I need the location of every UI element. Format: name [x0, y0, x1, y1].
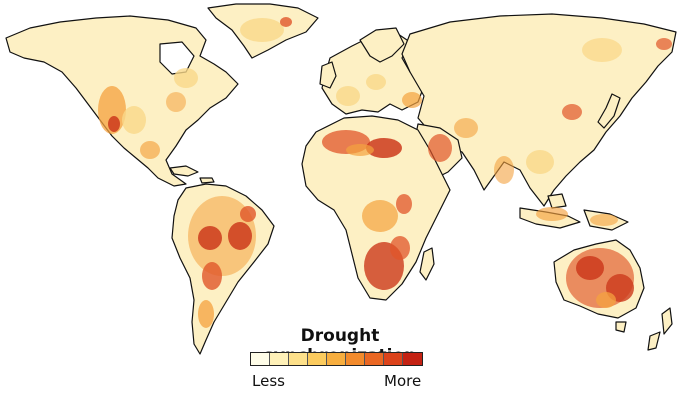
legend-swatch-5 — [327, 353, 346, 365]
land-masses — [5, 3, 677, 355]
legend-swatch-6 — [346, 353, 365, 365]
legend-high-label: More — [384, 372, 422, 390]
legend-low-label: Less — [252, 372, 285, 390]
legend-swatch-8 — [384, 353, 403, 365]
japan — [597, 93, 621, 129]
legend-swatch-9 — [403, 353, 422, 365]
legend-swatch-2 — [270, 353, 289, 365]
caribbean-islands — [169, 165, 215, 184]
tasmania — [615, 321, 627, 333]
legend-swatch-4 — [308, 353, 327, 365]
legend-swatch-7 — [365, 353, 384, 365]
drought-hotspots — [98, 17, 672, 328]
madagascar — [419, 247, 435, 281]
legend-swatch-3 — [289, 353, 308, 365]
legend-swatch-1 — [251, 353, 270, 365]
great-britain — [319, 61, 337, 89]
legend-color-scale — [250, 352, 423, 366]
scandinavia — [359, 27, 405, 63]
new-zealand — [647, 307, 673, 351]
